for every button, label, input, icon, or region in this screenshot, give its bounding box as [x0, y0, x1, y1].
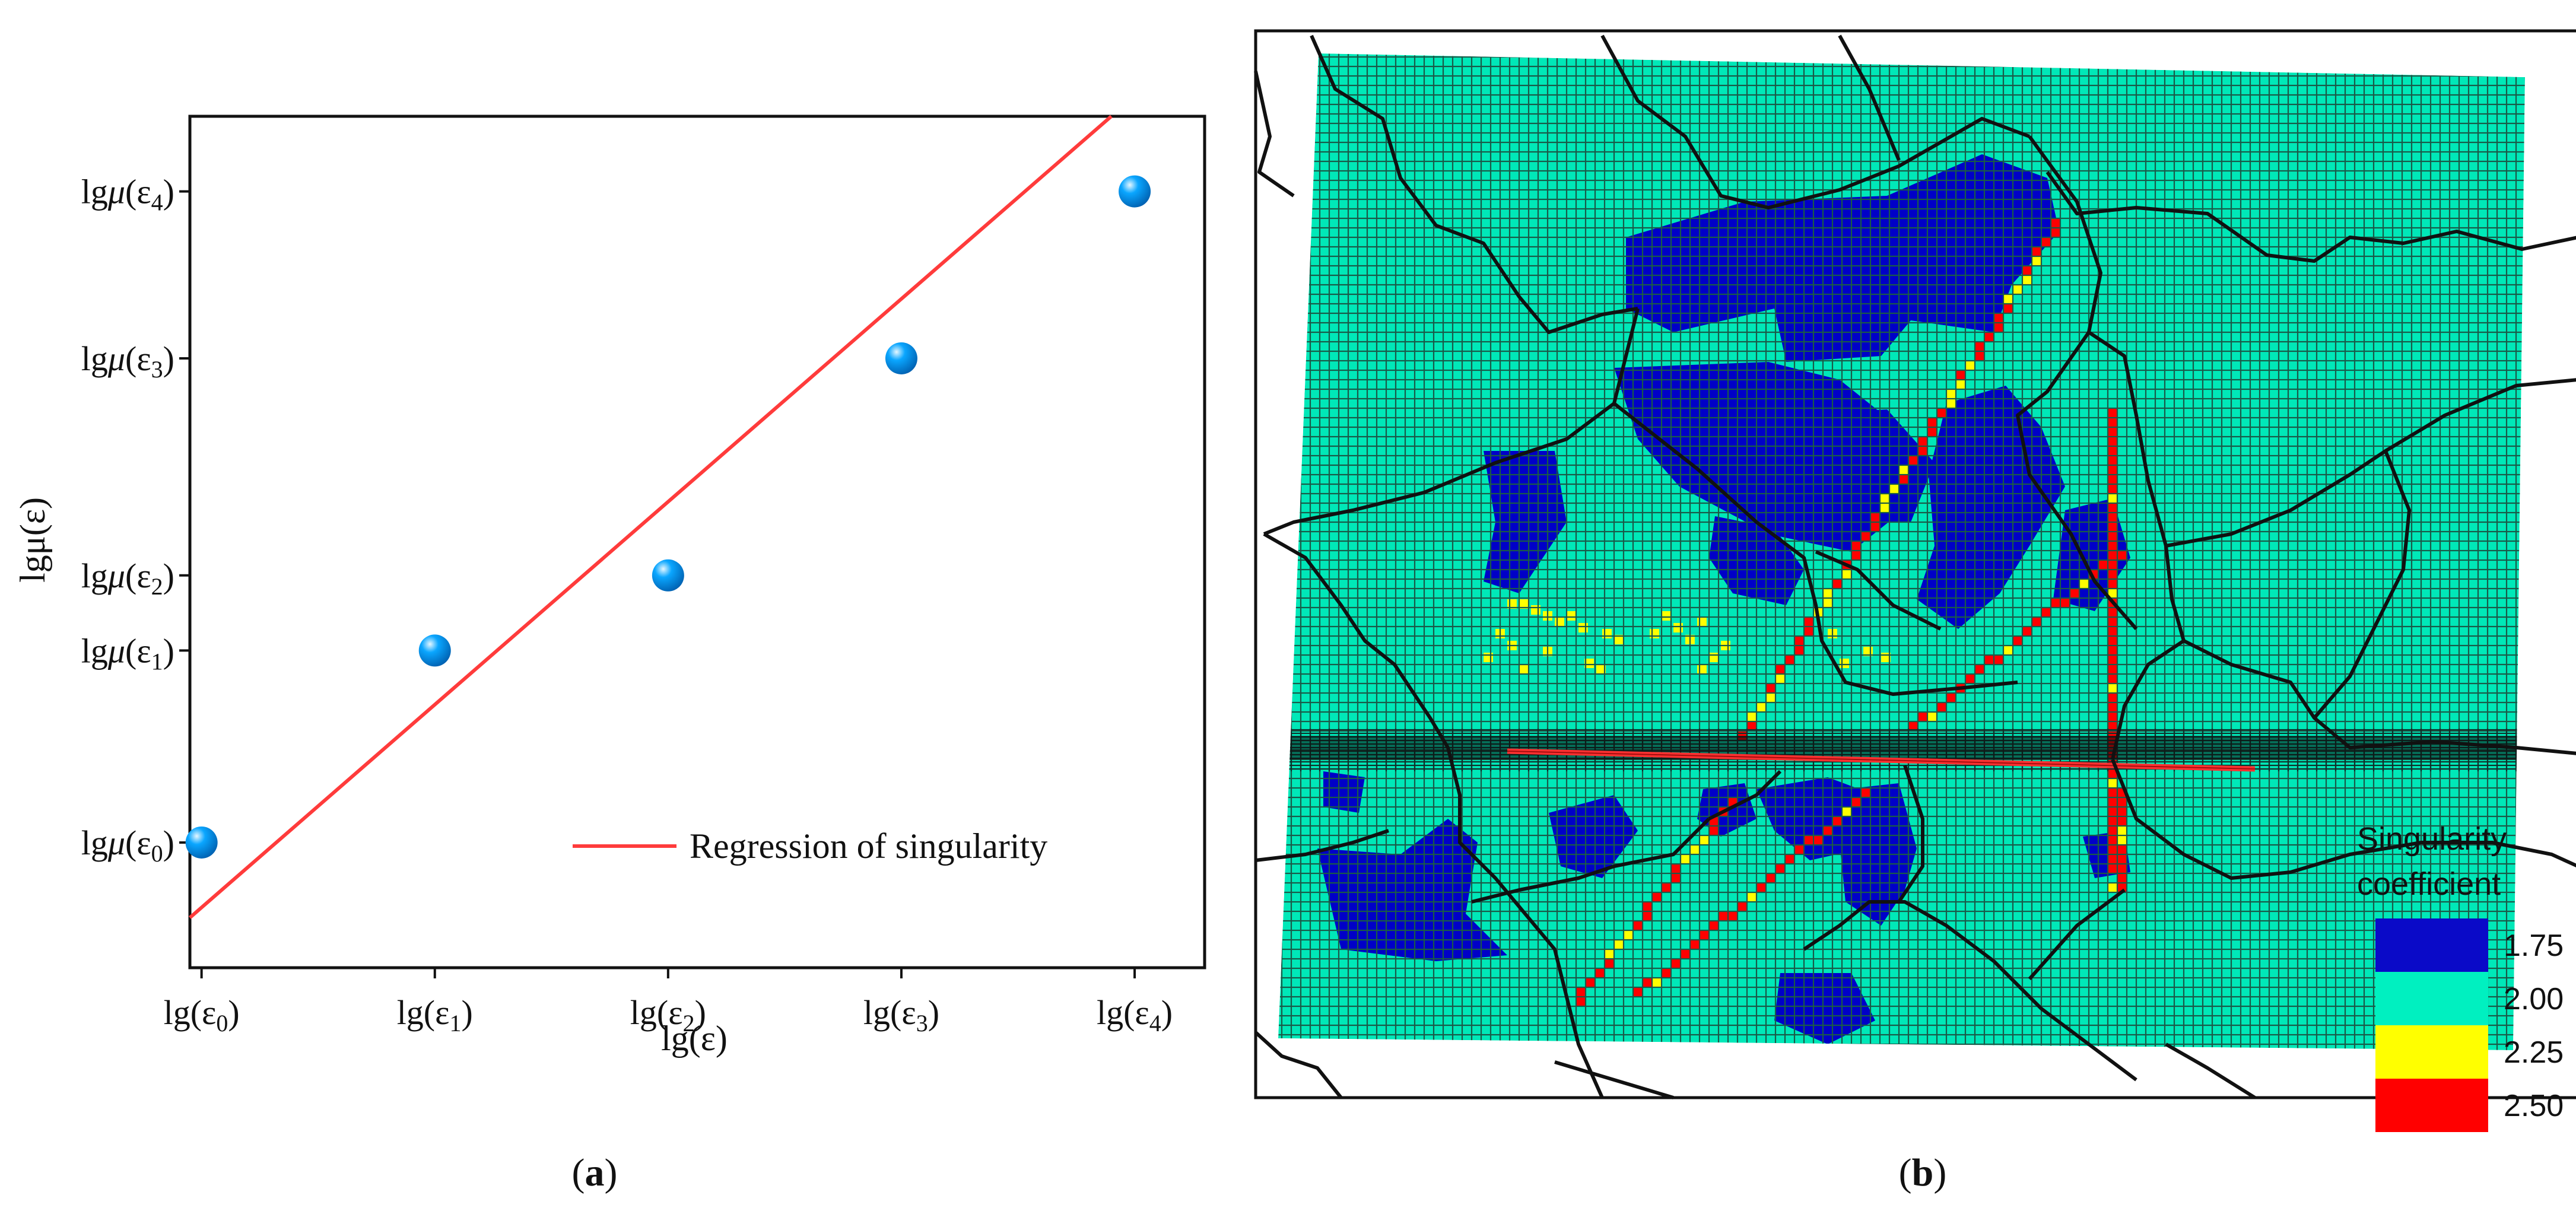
- plot-frame: [188, 115, 1206, 969]
- boundary-line: [1310, 34, 1638, 334]
- boundary-line: [1708, 770, 1782, 821]
- legend: Regression of singularity: [573, 827, 1047, 866]
- data-point: [1119, 175, 1151, 208]
- x-tick-label: lg(ε1): [397, 993, 473, 1037]
- boundary-line: [1897, 765, 1924, 903]
- colorbar: Singularity coefficient 1.75 2.00 2.25 2.50: [2357, 821, 2564, 1132]
- caption-b: (b): [1899, 1151, 1947, 1194]
- data-points-group: [185, 175, 1151, 859]
- x-tick-label: lg(ε0): [164, 993, 240, 1037]
- data-point: [652, 559, 684, 592]
- colorbar-title-line1: Singularity: [2357, 821, 2507, 857]
- boundary-line: [2016, 331, 2138, 630]
- regression-line: [189, 115, 1113, 919]
- colorbar-label: 2.50: [2504, 1089, 2564, 1123]
- y-tick-labels: lgμ(ε0) lgμ(ε1) lgμ(ε2) lgμ(ε3) lgμ(ε4): [81, 173, 174, 867]
- x-axis-title: lg(ε): [661, 1019, 728, 1058]
- x-tick-label: lg(ε4): [1097, 993, 1173, 1037]
- caption-a: (a): [572, 1151, 618, 1194]
- colorbar-swatch: [2375, 972, 2488, 1025]
- boundary-line: [1446, 747, 1604, 1099]
- data-point: [185, 826, 218, 859]
- colorbar-swatch: [2375, 1079, 2488, 1132]
- colorbar-swatch: [2375, 1025, 2488, 1079]
- boundary-line: [1600, 34, 2031, 209]
- x-tick-label: lg(ε2): [630, 993, 706, 1037]
- boundary-line: [2313, 450, 2411, 719]
- boundary-line: [1803, 900, 2137, 1082]
- boundary-line: [2028, 888, 2126, 980]
- boundary-line: [1471, 817, 1711, 904]
- fine-grid-overlay: [1278, 53, 2525, 1050]
- y-tick-label: lgμ(ε3): [81, 339, 174, 383]
- boundary-line: [1263, 532, 1450, 749]
- fault-dense-band-core: [1278, 736, 2525, 759]
- colorbar-label: 2.00: [2504, 982, 2564, 1016]
- regression-line-group: [189, 115, 1113, 919]
- boundary-line: [2183, 639, 2576, 755]
- data-point: [885, 342, 917, 374]
- x-tick-label: lg(ε3): [863, 993, 939, 1037]
- boundary-line: [2165, 378, 2576, 548]
- y-axis-title: lgμ(ε): [13, 497, 52, 583]
- legend-label: Regression of singularity: [690, 827, 1047, 866]
- colorbar-title-line2: coefficient: [2357, 866, 2501, 902]
- y-tick-label: lgμ(ε4): [81, 173, 174, 216]
- panel-a-chart: lg(ε0) lg(ε1) lg(ε2) lg(ε3) lg(ε4) lgμ(ε0)lg…: [13, 115, 1206, 1194]
- boundary-line: [2165, 1042, 2256, 1099]
- boundary-line: [1255, 829, 1389, 862]
- y-tick-label: lgμ(ε1): [81, 631, 174, 675]
- boundary-line: [1254, 71, 1295, 198]
- y-tick-label: lgμ(ε0): [81, 824, 174, 867]
- fault-line-edge: [1507, 751, 2256, 770]
- boundary-line: [1554, 1060, 1674, 1099]
- boundary-line: [1838, 34, 1901, 161]
- boundary-line: [1263, 308, 1640, 536]
- boundary-line: [2028, 135, 2186, 760]
- colorbar-label: 1.75: [2504, 929, 2564, 963]
- data-point: [418, 634, 451, 667]
- boundary-line: [2111, 758, 2576, 880]
- boundary-line: [1815, 550, 1942, 631]
- boundary-line: [2045, 171, 2576, 263]
- boundary-line: [1613, 402, 2018, 696]
- colorbar-label: 2.25: [2504, 1035, 2564, 1070]
- caption-a-letter: a: [585, 1151, 605, 1194]
- x-tick-labels: lg(ε0) lg(ε1) lg(ε2) lg(ε3) lg(ε4): [164, 993, 1173, 1037]
- caption-b-letter: b: [1912, 1151, 1934, 1194]
- singularity-grid: [1278, 53, 2525, 1050]
- y-tick-label: lgμ(ε2): [81, 557, 174, 600]
- colorbar-swatches: 1.75 2.00 2.25 2.50: [2375, 918, 2564, 1132]
- region-boundaries: [1254, 34, 2576, 1099]
- boundary-line: [1254, 1031, 1343, 1099]
- colorbar-swatch: [2375, 918, 2488, 972]
